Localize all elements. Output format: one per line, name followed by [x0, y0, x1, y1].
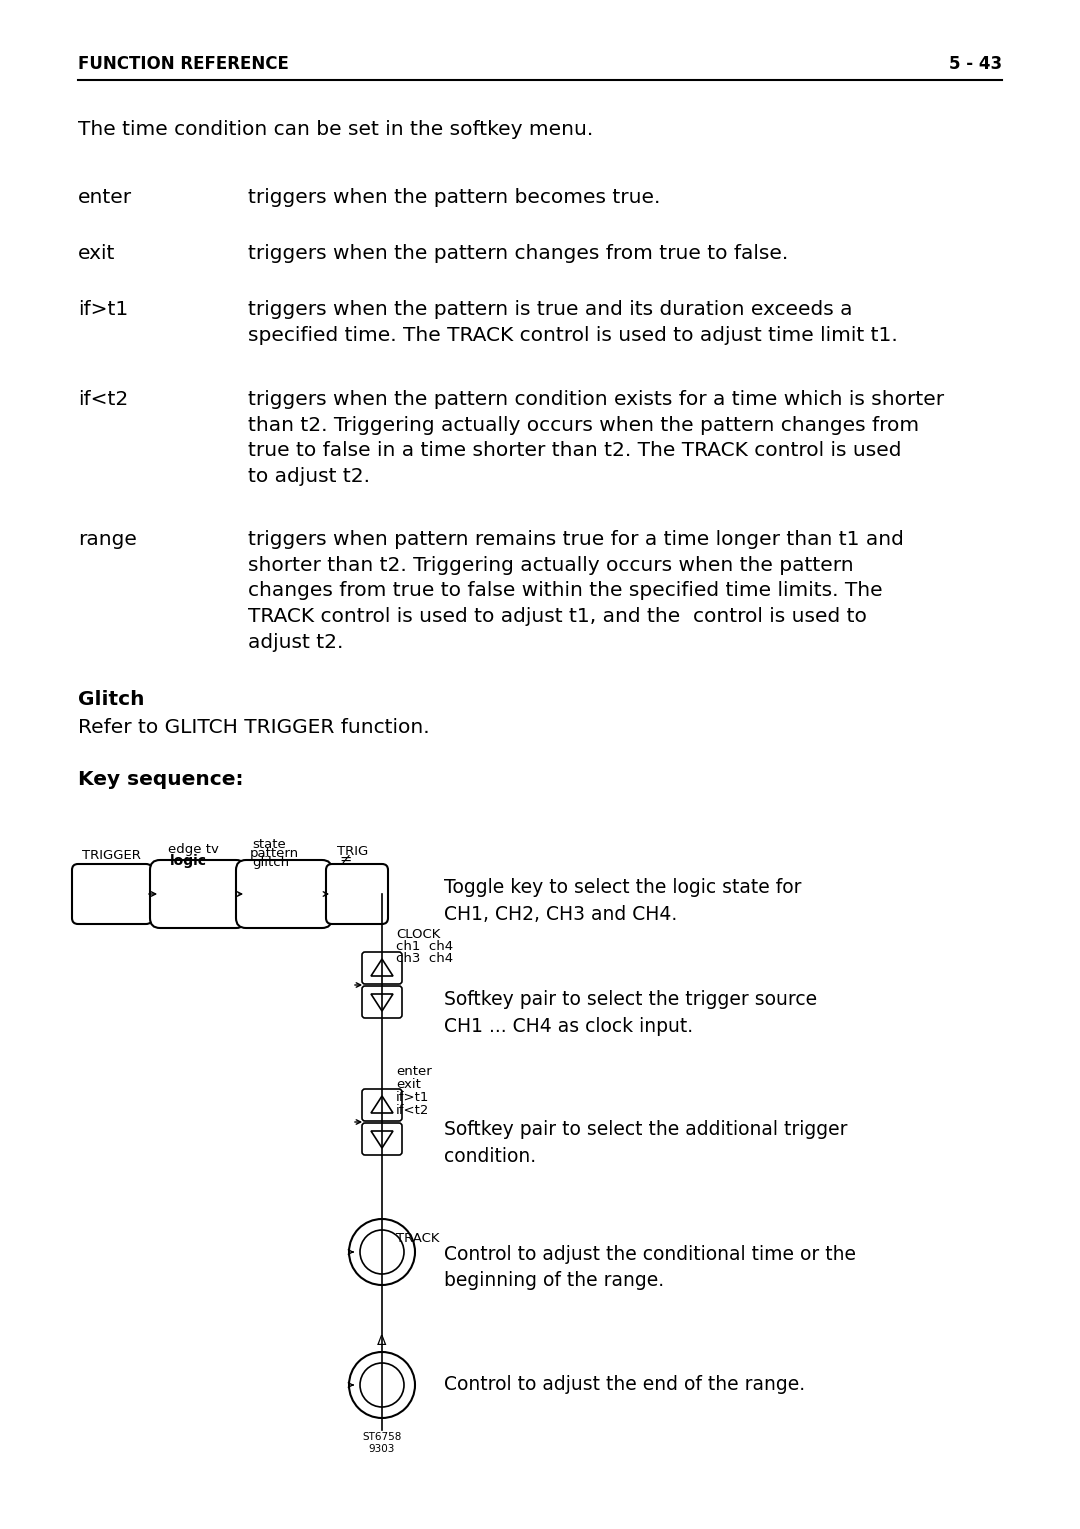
FancyBboxPatch shape: [326, 864, 388, 924]
Text: state: state: [252, 838, 286, 852]
Text: ch1  ch4: ch1 ch4: [396, 940, 454, 953]
Text: if>t1: if>t1: [78, 300, 129, 320]
Text: Toggle key to select the logic state for
CH1, CH2, CH3 and CH4.: Toggle key to select the logic state for…: [444, 878, 801, 924]
Text: enter: enter: [396, 1066, 432, 1078]
Text: Δ: Δ: [377, 1333, 387, 1349]
Text: Refer to GLITCH TRIGGER function.: Refer to GLITCH TRIGGER function.: [78, 719, 430, 737]
Text: pattern: pattern: [249, 847, 299, 859]
Text: triggers when the pattern changes from true to false.: triggers when the pattern changes from t…: [248, 245, 788, 263]
Text: if>t1: if>t1: [396, 1092, 430, 1104]
Text: ST6758
9303: ST6758 9303: [362, 1433, 402, 1454]
Polygon shape: [372, 959, 393, 976]
Text: FUNCTION REFERENCE: FUNCTION REFERENCE: [78, 55, 288, 73]
FancyBboxPatch shape: [362, 1122, 402, 1154]
Text: triggers when pattern remains true for a time longer than t1 and
shorter than t2: triggers when pattern remains true for a…: [248, 531, 904, 651]
Text: Softkey pair to select the trigger source
CH1 ... CH4 as clock input.: Softkey pair to select the trigger sourc…: [444, 989, 818, 1035]
Text: CLOCK: CLOCK: [396, 928, 441, 940]
Text: Control to adjust the conditional time or the
beginning of the range.: Control to adjust the conditional time o…: [444, 1245, 856, 1290]
Text: Key sequence:: Key sequence:: [78, 771, 243, 789]
Text: exit: exit: [396, 1078, 421, 1092]
Polygon shape: [372, 994, 393, 1011]
Text: exit: exit: [78, 245, 116, 263]
Circle shape: [349, 1219, 415, 1284]
Text: range: range: [78, 531, 137, 549]
Text: logic: logic: [170, 855, 207, 868]
FancyBboxPatch shape: [150, 859, 246, 928]
Text: triggers when the pattern is true and its duration exceeds a
specified time. The: triggers when the pattern is true and it…: [248, 300, 897, 344]
Text: Softkey pair to select the additional trigger
condition.: Softkey pair to select the additional tr…: [444, 1121, 848, 1165]
Text: The time condition can be set in the softkey menu.: The time condition can be set in the sof…: [78, 119, 593, 139]
Circle shape: [360, 1229, 404, 1274]
Text: TRIG: TRIG: [337, 846, 368, 858]
FancyBboxPatch shape: [362, 953, 402, 985]
Text: triggers when the pattern becomes true.: triggers when the pattern becomes true.: [248, 188, 660, 206]
Text: 5 - 43: 5 - 43: [949, 55, 1002, 73]
Text: if<t2: if<t2: [78, 390, 129, 408]
FancyBboxPatch shape: [237, 859, 332, 928]
Text: if<t2: if<t2: [396, 1104, 430, 1118]
Text: Glitch: Glitch: [78, 690, 145, 709]
Text: Control to adjust the end of the range.: Control to adjust the end of the range.: [444, 1375, 805, 1394]
Text: TRACK: TRACK: [396, 1232, 440, 1245]
Text: ≠: ≠: [339, 852, 351, 867]
Polygon shape: [372, 1096, 393, 1113]
Text: ch3  ch4: ch3 ch4: [396, 953, 454, 965]
Text: enter: enter: [78, 188, 132, 206]
FancyBboxPatch shape: [362, 986, 402, 1018]
Text: glitch: glitch: [252, 856, 289, 868]
FancyBboxPatch shape: [362, 1089, 402, 1121]
Text: TRIGGER: TRIGGER: [82, 849, 140, 862]
Circle shape: [349, 1352, 415, 1417]
Polygon shape: [372, 1131, 393, 1148]
FancyBboxPatch shape: [72, 864, 152, 924]
Text: triggers when the pattern condition exists for a time which is shorter
than t2. : triggers when the pattern condition exis…: [248, 390, 944, 486]
Circle shape: [360, 1362, 404, 1407]
Text: edge tv: edge tv: [168, 842, 219, 856]
